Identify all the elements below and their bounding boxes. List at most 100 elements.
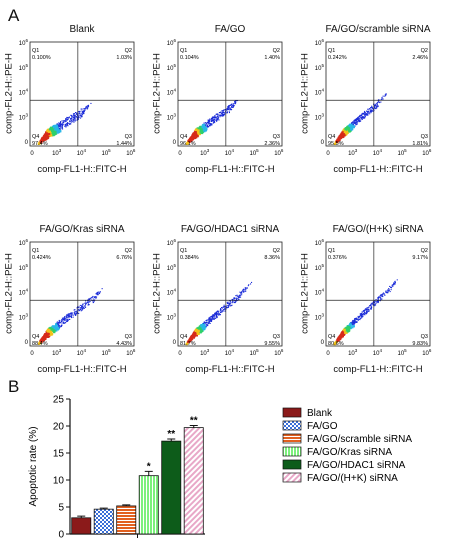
y-tick-label: 20 (53, 422, 65, 433)
significance-mark-5: ** (167, 429, 175, 440)
legend-label-4: FA/GO/Kras siRNA (307, 447, 392, 458)
flow-x-axis-label: comp-FL1-H::FITC-H (37, 364, 127, 375)
legend-label-3: FA/GO/scramble siRNA (307, 434, 412, 445)
bar-6 (183, 427, 204, 535)
flow-x-axis-label: comp-FL1-H::FITC-H (185, 364, 275, 375)
quadrant-name: Q4 (180, 334, 187, 340)
quadrant-name: Q2 (273, 248, 280, 254)
y-tick-label: 0 (321, 140, 325, 146)
y-tick-label: 103 (167, 312, 177, 321)
quadrant-name: Q3 (273, 134, 280, 140)
flow-y-axis-label: comp-FL2-H::PE-H (299, 53, 311, 134)
y-tick-label: 104 (19, 288, 29, 297)
quadrant-percent: 4.43% (116, 341, 132, 347)
legend-swatch-5 (282, 459, 302, 470)
flow-y-axis-label: comp-FL2-H::PE-H (151, 253, 163, 334)
flow-plot-title: FA/GO/HDAC1 siRNA (180, 224, 280, 235)
y-tick-label: 5 (58, 503, 64, 514)
quadrant-name: Q2 (421, 48, 428, 54)
y-tick-label: 105 (315, 63, 325, 72)
x-tick-label: 105 (249, 348, 259, 357)
flow-y-axis-label: comp-FL2-H::PE-H (299, 253, 311, 334)
y-tick-label: 105 (19, 263, 29, 272)
quadrant-percent: 96.1% (180, 141, 196, 147)
x-tick-label: 0 (30, 351, 34, 357)
apoptosis-bar-chart: Apoptotic rate (%)0510152025*****BlankFA… (28, 395, 412, 541)
error-bar-4 (144, 470, 153, 476)
quadrant-name: Q3 (125, 334, 132, 340)
x-tick-label: 103 (200, 348, 210, 357)
x-tick-label: 105 (249, 148, 259, 157)
x-tick-label: 105 (101, 348, 111, 357)
x-tick-label: 105 (397, 348, 407, 357)
quadrant-percent: 6.76% (116, 255, 132, 261)
y-tick-label: 105 (19, 63, 29, 72)
bar-3 (116, 505, 137, 535)
quadrant-percent: 88.4% (32, 341, 48, 347)
quadrant-percent: 9.83% (412, 341, 428, 347)
y-tick-label: 103 (167, 112, 177, 121)
flow-plot-frame (29, 241, 135, 347)
x-tick-label: 103 (348, 348, 358, 357)
legend-label-2: FA/GO (307, 421, 338, 432)
flow-plot-title: FA/GO/scramble siRNA (325, 24, 431, 35)
x-tick-label: 104 (77, 348, 87, 357)
quadrant-name: Q2 (125, 48, 132, 54)
y-tick-label: 106 (167, 38, 177, 47)
y-tick-label: 25 (53, 395, 65, 406)
quadrant-percent: 97.4% (32, 141, 48, 147)
x-tick-label: 0 (30, 151, 34, 157)
quadrant-percent: 8.36% (264, 255, 280, 261)
legend-swatch-2 (282, 420, 302, 431)
x-tick-label: 106 (274, 148, 284, 157)
quadrant-name: Q3 (273, 334, 280, 340)
flow-plot-frame (177, 41, 283, 147)
panel-label-b: B (8, 377, 20, 396)
quadrant-name: Q2 (421, 248, 428, 254)
quadrant-name: Q1 (328, 48, 335, 54)
flow-plot-frame (177, 241, 283, 347)
flow-y-axis-label: comp-FL2-H::PE-H (3, 53, 15, 134)
flow-x-axis-label: comp-FL1-H::FITC-H (37, 164, 127, 175)
x-tick-label: 104 (77, 148, 87, 157)
x-tick-label: 103 (52, 348, 62, 357)
flow-plot-frame (29, 41, 135, 147)
significance-mark-6: ** (190, 415, 198, 426)
error-bar-2 (99, 507, 108, 510)
flow-y-axis-label: comp-FL2-H::PE-H (3, 253, 15, 334)
y-tick-label: 104 (315, 288, 325, 297)
x-tick-label: 106 (274, 348, 284, 357)
x-tick-label: 104 (225, 148, 235, 157)
y-tick-label: 10 (53, 476, 65, 487)
panel-label-a: A (8, 6, 20, 25)
x-tick-label: 104 (373, 148, 383, 157)
y-tick-label: 0 (58, 530, 64, 541)
y-tick-label: 104 (19, 88, 29, 97)
y-tick-label: 104 (315, 88, 325, 97)
quadrant-name: Q4 (32, 134, 39, 140)
y-tick-label: 106 (315, 238, 325, 247)
x-tick-label: 106 (422, 348, 432, 357)
y-tick-label: 103 (315, 312, 325, 321)
flow-plot-frame (325, 41, 431, 147)
quadrant-name: Q1 (32, 48, 39, 54)
quadrant-name: Q1 (32, 248, 39, 254)
error-bar-3 (122, 504, 131, 506)
quadrant-percent: 0.424% (32, 255, 51, 261)
x-tick-label: 106 (126, 148, 136, 157)
flow-plot-title: FA/GO (214, 24, 246, 35)
quadrant-name: Q3 (125, 134, 132, 140)
quadrant-name: Q4 (32, 334, 39, 340)
bar-2 (93, 508, 114, 535)
y-tick-label: 106 (19, 238, 29, 247)
y-tick-label: 104 (167, 88, 177, 97)
x-tick-label: 104 (225, 348, 235, 357)
y-tick-label: 106 (315, 38, 325, 47)
x-tick-label: 103 (52, 148, 62, 157)
quadrant-percent: 1.40% (264, 55, 280, 61)
error-bar-1 (77, 515, 86, 518)
x-tick-label: 0 (326, 351, 330, 357)
